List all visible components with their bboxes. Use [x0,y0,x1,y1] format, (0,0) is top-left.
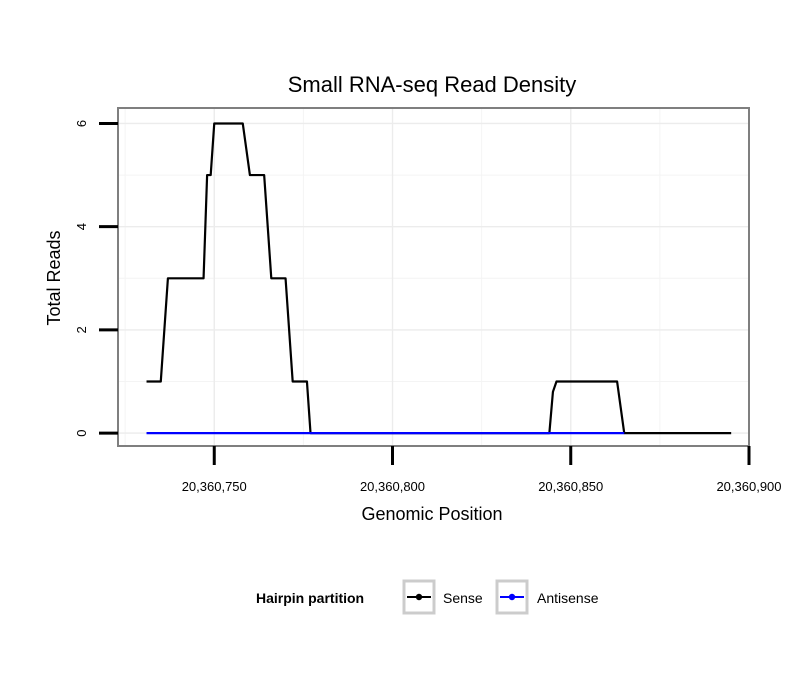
x-tick-label: 20,360,750 [182,479,247,494]
y-axis: 0 2 4 6 [74,120,118,437]
x-tick-label: 20,360,850 [538,479,603,494]
y-tick-label: 0 [74,429,89,436]
x-axis-label: Genomic Position [361,504,502,524]
legend-marker-sense [415,593,423,601]
x-axis: 20,360,750 20,360,800 20,360,850 20,360,900 [182,446,782,494]
x-tick-label: 20,360,800 [360,479,425,494]
y-tick-label: 4 [74,223,89,230]
legend: Hairpin partition Sense Antisense [256,579,599,615]
y-tick-label: 6 [74,120,89,127]
legend-marker-antisense [508,593,516,601]
series-line-sense [146,122,732,435]
legend-title: Hairpin partition [256,590,364,606]
legend-label-sense: Sense [443,590,483,606]
legend-item-antisense: Antisense [495,579,599,615]
series-layer [146,122,732,435]
legend-label-antisense: Antisense [537,590,599,606]
x-tick-label: 20,360,900 [716,479,781,494]
plot-border [117,107,750,447]
plot-panel [118,108,749,446]
legend-item-sense: Sense [402,579,483,615]
y-axis-label: Total Reads [44,230,64,325]
chart-title: Small RNA-seq Read Density [288,72,577,97]
y-tick-label: 2 [74,326,89,333]
